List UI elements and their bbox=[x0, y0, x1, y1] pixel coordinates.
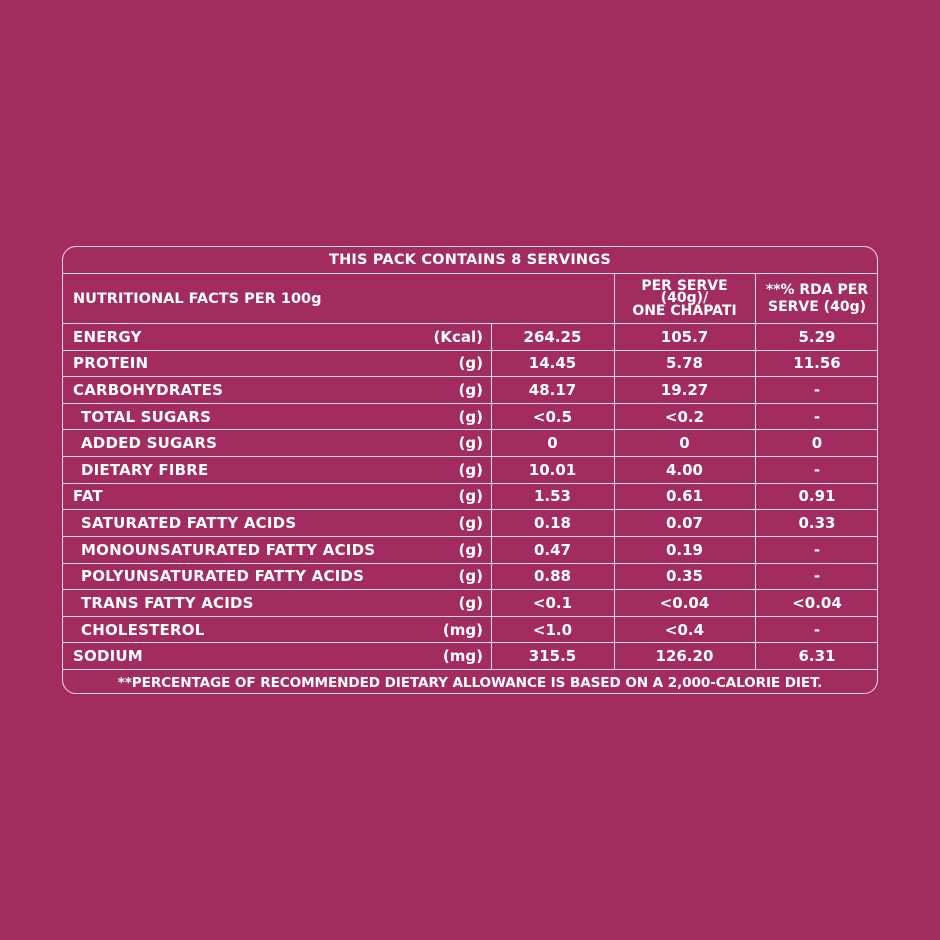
value-rda: - bbox=[813, 620, 821, 639]
nutrient-unit: (g) bbox=[458, 460, 483, 479]
table-row: TOTAL SUGARS (g) <0.5 <0.2 - bbox=[63, 402, 877, 430]
value-per-serve: 19.27 bbox=[660, 381, 709, 400]
nutrient-unit: (g) bbox=[458, 514, 483, 533]
value-per-serve: <0.2 bbox=[664, 407, 705, 426]
header-per-serve-line: (40g)/ bbox=[660, 290, 709, 307]
value-per-100g: 1.53 bbox=[533, 487, 571, 506]
servings-title: THIS PACK CONTAINS 8 SERVINGS bbox=[328, 252, 611, 268]
nutrient-name: POLYUNSATURATED FATTY ACIDS bbox=[81, 567, 365, 586]
nutrient-unit: (g) bbox=[458, 354, 483, 373]
value-rda: 5.29 bbox=[798, 327, 836, 346]
table-row: SODIUM (mg) 315.5 126.20 6.31 bbox=[63, 642, 877, 669]
header-per-serve-line: PER SERVE bbox=[641, 277, 728, 294]
nutrient-name: DIETARY FIBRE bbox=[81, 460, 209, 479]
nutrient-name: TOTAL SUGARS bbox=[81, 407, 212, 426]
rda-footnote: **PERCENTAGE OF RECOMMENDED DIETARY ALLO… bbox=[117, 674, 823, 691]
nutrient-name: MONOUNSATURATED FATTY ACIDS bbox=[81, 540, 376, 559]
header-rda-line: SERVE (40g) bbox=[767, 298, 866, 315]
value-per-serve: 0.07 bbox=[665, 514, 703, 533]
nutrient-unit: (g) bbox=[458, 407, 483, 426]
value-rda: - bbox=[813, 407, 821, 426]
header-per-serve: PER SERVE (40g)/ ONE CHAPATI bbox=[614, 274, 755, 323]
nutrient-name: CHOLESTEROL bbox=[81, 620, 205, 639]
nutrient-unit: (g) bbox=[458, 540, 483, 559]
table-row: SATURATED FATTY ACIDS (g) 0.18 0.07 0.33 bbox=[63, 509, 877, 536]
nutrient-name: ADDED SUGARS bbox=[81, 434, 218, 453]
value-rda: 6.31 bbox=[798, 647, 836, 666]
header-per-serve-line: ONE CHAPATI bbox=[632, 302, 737, 319]
value-per-100g: 10.01 bbox=[528, 460, 577, 479]
header-label: NUTRITIONAL FACTS PER 100g bbox=[73, 290, 322, 307]
table-row: ADDED SUGARS (g) 0 0 0 bbox=[63, 429, 877, 457]
value-per-100g: 0.88 bbox=[533, 567, 571, 586]
value-rda: 0 bbox=[811, 434, 823, 453]
value-per-serve: 0.35 bbox=[665, 567, 703, 586]
value-per-serve: 4.00 bbox=[665, 460, 703, 479]
header-rda-line: **% RDA PER bbox=[765, 281, 869, 298]
value-per-serve: 126.20 bbox=[655, 647, 714, 666]
nutrient-name: TRANS FATTY ACIDS bbox=[81, 593, 254, 612]
value-per-100g: 315.5 bbox=[528, 647, 577, 666]
header-row: NUTRITIONAL FACTS PER 100g PER SERVE (40… bbox=[63, 273, 877, 323]
nutrient-unit: (g) bbox=[458, 434, 483, 453]
value-per-100g: 0.47 bbox=[533, 540, 571, 559]
nutrient-unit: (mg) bbox=[442, 647, 483, 666]
value-per-serve: 0 bbox=[679, 434, 690, 453]
value-per-100g: 14.45 bbox=[528, 354, 577, 373]
table-row: MONOUNSATURATED FATTY ACIDS (g) 0.47 0.1… bbox=[63, 535, 877, 563]
nutrient-name: PROTEIN bbox=[73, 354, 149, 373]
table-row: PROTEIN (g) 14.45 5.78 11.56 bbox=[63, 349, 877, 377]
footer-row: **PERCENTAGE OF RECOMMENDED DIETARY ALLO… bbox=[63, 669, 877, 693]
nutrient-unit: (Kcal) bbox=[433, 327, 484, 346]
value-per-serve: 105.7 bbox=[660, 327, 709, 346]
nutrient-name: SODIUM bbox=[73, 647, 143, 666]
nutrient-unit: (g) bbox=[458, 567, 483, 586]
value-rda: - bbox=[813, 460, 821, 479]
table-row: CARBOHYDRATES (g) 48.17 19.27 - bbox=[63, 376, 877, 403]
value-per-100g: 48.17 bbox=[528, 381, 577, 400]
value-per-100g: <1.0 bbox=[532, 620, 573, 639]
nutrient-unit: (g) bbox=[458, 593, 483, 612]
table-row: CHOLESTEROL (mg) <1.0 <0.4 - bbox=[63, 615, 877, 643]
nutrient-unit: (g) bbox=[458, 487, 483, 506]
table-row: FAT (g) 1.53 0.61 0.91 bbox=[63, 482, 877, 510]
value-per-100g: <0.1 bbox=[532, 593, 573, 612]
value-rda: - bbox=[813, 567, 821, 586]
table-row: TRANS FATTY ACIDS (g) <0.1 <0.04 <0.04 bbox=[63, 589, 877, 616]
nutrient-unit: (g) bbox=[458, 381, 483, 400]
value-per-serve: 0.19 bbox=[665, 540, 703, 559]
value-per-serve: 0.61 bbox=[665, 487, 703, 506]
table-row: ENERGY (Kcal) 264.25 105.7 5.29 bbox=[63, 323, 877, 350]
value-per-100g: <0.5 bbox=[532, 407, 573, 426]
nutrition-facts-table: THIS PACK CONTAINS 8 SERVINGS NUTRITIONA… bbox=[62, 246, 878, 694]
value-per-100g: 264.25 bbox=[523, 327, 582, 346]
value-per-serve: 5.78 bbox=[665, 354, 703, 373]
value-per-100g: 0 bbox=[547, 434, 558, 453]
nutrient-unit: (mg) bbox=[442, 620, 483, 639]
value-rda: - bbox=[813, 381, 821, 400]
value-rda: - bbox=[813, 540, 821, 559]
value-rda: 11.56 bbox=[793, 354, 841, 373]
value-rda: 0.33 bbox=[798, 514, 836, 533]
value-per-100g: 0.18 bbox=[533, 514, 571, 533]
value-rda: 0.91 bbox=[798, 487, 836, 506]
nutrient-name: ENERGY bbox=[73, 327, 142, 346]
value-rda: <0.04 bbox=[792, 593, 842, 612]
nutrient-name: CARBOHYDRATES bbox=[73, 381, 224, 400]
nutrient-name: SATURATED FATTY ACIDS bbox=[81, 514, 297, 533]
table-row: POLYUNSATURATED FATTY ACIDS (g) 0.88 0.3… bbox=[63, 562, 877, 590]
value-per-serve: <0.4 bbox=[664, 620, 705, 639]
servings-title-row: THIS PACK CONTAINS 8 SERVINGS bbox=[63, 247, 877, 273]
table-row: DIETARY FIBRE (g) 10.01 4.00 - bbox=[63, 456, 877, 483]
header-rda: **% RDA PER SERVE (40g) bbox=[755, 274, 877, 323]
nutrient-name: FAT bbox=[73, 487, 103, 506]
value-per-serve: <0.04 bbox=[659, 593, 710, 612]
